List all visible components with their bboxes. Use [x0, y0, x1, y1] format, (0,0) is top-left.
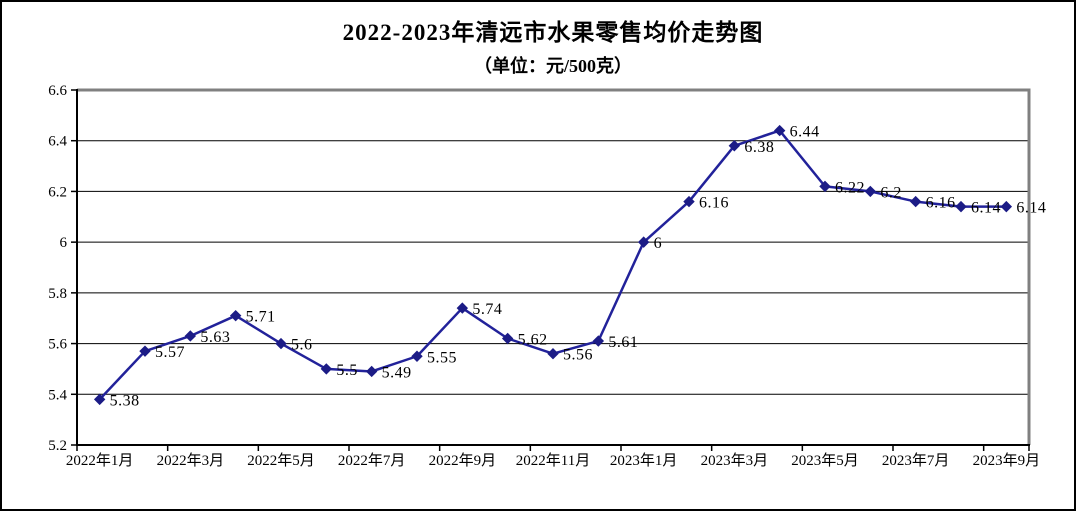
data-point-label: 6 [654, 235, 663, 252]
data-point-marker [139, 345, 151, 357]
data-point-label: 5.56 [563, 347, 593, 364]
data-point-marker [184, 330, 197, 342]
y-tick-label: 6.6 [48, 83, 67, 99]
x-tick-label: 2023年3月 [701, 452, 769, 469]
data-point-label: 5.57 [155, 344, 185, 361]
x-tick-label: 2022年7月 [338, 452, 406, 469]
x-tick-label: 2023年5月 [791, 452, 859, 469]
chart-title: 2022-2023年清远市水果零售均价走势图 [342, 20, 764, 45]
data-point-marker [637, 236, 650, 248]
data-point-label: 5.55 [427, 349, 457, 366]
y-tick-label: 6 [60, 235, 68, 251]
y-tick-label: 5.6 [48, 337, 67, 353]
y-tick-label: 6.4 [48, 134, 67, 150]
data-point-label: 5.63 [200, 329, 230, 346]
data-point-label: 6.44 [790, 124, 820, 141]
data-point-marker [955, 200, 967, 213]
data-point-marker [411, 350, 423, 362]
data-point-marker [909, 195, 922, 208]
data-point-label: 5.74 [472, 301, 502, 318]
data-point-marker [320, 363, 333, 375]
data-point-label: 6.16 [699, 195, 729, 212]
x-tick-label: 2022年9月 [429, 452, 497, 469]
data-point-label: 6.14 [971, 200, 1001, 217]
data-point-label: 5.62 [518, 332, 548, 349]
data-point-marker [365, 365, 378, 378]
data-point-marker [275, 337, 287, 350]
data-point-marker [864, 185, 877, 198]
data-point-label: 5.5 [336, 362, 358, 379]
data-point-label: 5.49 [382, 364, 412, 381]
y-tick-label: 6.2 [48, 184, 67, 200]
y-tick-label: 5.2 [48, 438, 67, 454]
data-point-marker [1000, 200, 1013, 213]
data-point-marker [456, 302, 469, 314]
data-point-marker [501, 332, 514, 345]
data-point-label: 6.16 [926, 195, 956, 212]
y-tick-label: 5.4 [48, 387, 67, 403]
data-point-label: 5.61 [608, 334, 638, 351]
data-point-marker [683, 195, 695, 208]
data-point-label: 6.22 [835, 179, 865, 196]
data-point-label: 5.6 [291, 337, 313, 354]
data-point-label: 6.2 [880, 184, 902, 201]
y-tick-label: 5.8 [48, 286, 67, 302]
x-tick-label: 2023年1月 [610, 452, 678, 469]
data-point-marker [819, 180, 831, 193]
data-point-marker [728, 140, 741, 152]
data-point-label: 5.38 [110, 392, 140, 409]
x-tick-label: 2023年9月 [973, 452, 1041, 469]
chart-subtitle: （单位：元/500克） [473, 56, 632, 76]
x-tick-label: 2022年3月 [157, 452, 225, 469]
x-tick-label: 2022年5月 [247, 452, 315, 469]
data-point-label: 5.71 [246, 309, 276, 326]
data-point-marker [93, 393, 106, 406]
data-point-label: 6.38 [744, 139, 774, 156]
data-point-marker [547, 348, 559, 360]
x-tick-label: 2023年7月 [882, 452, 950, 469]
x-tick-label: 2022年11月 [516, 452, 590, 469]
data-point-marker [592, 335, 605, 347]
x-tick-label: 2022年1月 [66, 452, 134, 469]
data-point-marker [773, 124, 786, 137]
data-point-label: 6.14 [1016, 200, 1046, 217]
data-point-marker [229, 309, 242, 322]
